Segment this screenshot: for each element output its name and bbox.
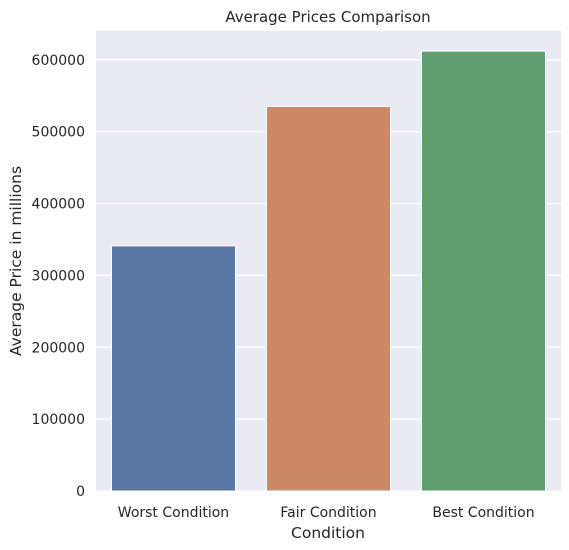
bar-worst-condition bbox=[111, 245, 236, 492]
y-axis-label: Average Price in millions bbox=[7, 166, 25, 356]
y-tick-label: 500000 bbox=[32, 125, 85, 141]
y-tick-label: 200000 bbox=[32, 340, 85, 356]
y-tick-label: 100000 bbox=[32, 412, 85, 428]
y-tick-labels: 0 100000 200000 300000 400000 500000 600000 bbox=[32, 53, 85, 500]
bar-fair-condition bbox=[266, 105, 391, 492]
x-tick-labels: Worst Condition Fair Condition Best Condit… bbox=[118, 505, 535, 521]
x-tick-label: Worst Condition bbox=[118, 505, 229, 521]
chart-title: Average Prices Comparison bbox=[225, 8, 430, 26]
x-tick-label: Best Condition bbox=[432, 505, 534, 521]
y-tick-label: 0 bbox=[76, 484, 85, 500]
y-tick-label: 600000 bbox=[32, 53, 85, 69]
y-tick-label: 400000 bbox=[32, 197, 85, 213]
y-tick-label: 300000 bbox=[32, 268, 85, 284]
bars bbox=[111, 50, 546, 492]
bar-best-condition bbox=[421, 50, 546, 492]
x-tick-label: Fair Condition bbox=[280, 505, 376, 521]
x-axis-label: Condition bbox=[291, 524, 365, 542]
